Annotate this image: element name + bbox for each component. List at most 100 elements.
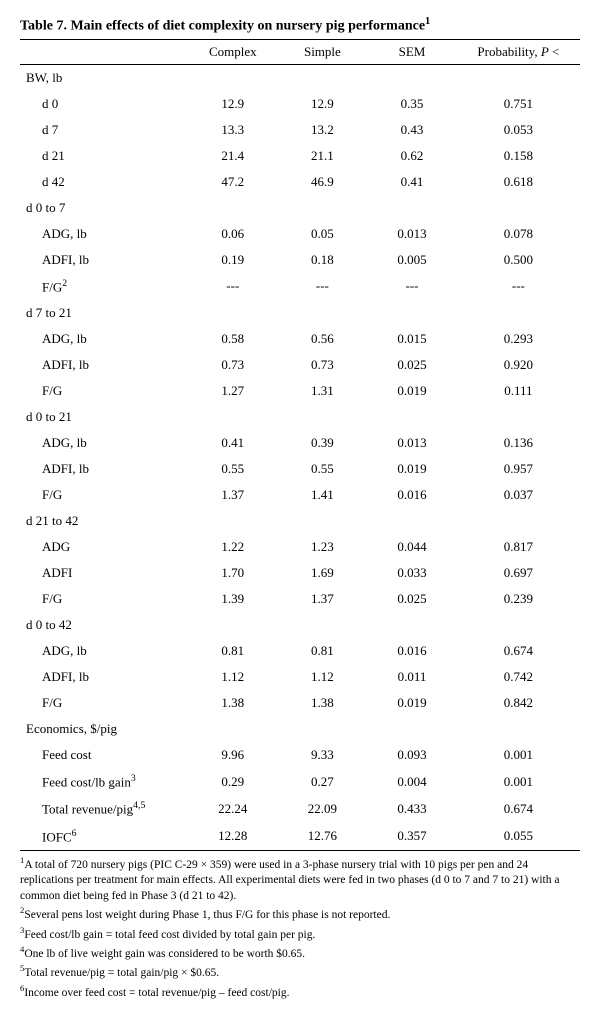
row-label: F/G — [20, 378, 188, 404]
footnote-sup: 6 — [20, 983, 24, 993]
footnote: 3Feed cost/lb gain = total feed cost div… — [20, 925, 580, 943]
data-cell: 0.81 — [278, 638, 368, 664]
table-row: F/G1.381.380.0190.842 — [20, 690, 580, 716]
table-row: d 2121.421.10.620.158 — [20, 143, 580, 169]
table-row: F/G2------------ — [20, 273, 580, 300]
data-cell: 0.81 — [188, 638, 278, 664]
empty-cell — [457, 716, 580, 742]
table-row: ADG, lb0.580.560.0150.293 — [20, 326, 580, 352]
table-title: Table 7. Main effects of diet complexity… — [20, 16, 580, 39]
data-cell: 0.001 — [457, 768, 580, 795]
col-header-complex: Complex — [188, 39, 278, 64]
data-cell: 0.013 — [367, 430, 457, 456]
table-row: d 4247.246.90.410.618 — [20, 169, 580, 195]
section-label: d 0 to 42 — [20, 612, 188, 638]
data-cell: 0.044 — [367, 534, 457, 560]
data-cell: 0.39 — [278, 430, 368, 456]
section-label: d 7 to 21 — [20, 300, 188, 326]
empty-cell — [457, 64, 580, 91]
empty-cell — [367, 404, 457, 430]
row-label: d 7 — [20, 117, 188, 143]
empty-cell — [367, 195, 457, 221]
data-cell: 0.674 — [457, 638, 580, 664]
table-row: ADG1.221.230.0440.817 — [20, 534, 580, 560]
data-cell: 0.016 — [367, 482, 457, 508]
empty-cell — [457, 508, 580, 534]
row-label: ADG — [20, 534, 188, 560]
section-header-row: d 0 to 42 — [20, 612, 580, 638]
section-label: d 21 to 42 — [20, 508, 188, 534]
data-cell: 0.033 — [367, 560, 457, 586]
empty-cell — [367, 508, 457, 534]
table-row: d 713.313.20.430.053 — [20, 117, 580, 143]
row-label: ADG, lb — [20, 326, 188, 352]
data-cell: 22.24 — [188, 795, 278, 822]
data-cell: 0.73 — [278, 352, 368, 378]
data-cell: 0.58 — [188, 326, 278, 352]
data-cell: 0.433 — [367, 795, 457, 822]
data-cell: 1.31 — [278, 378, 368, 404]
data-cell: 0.06 — [188, 221, 278, 247]
section-label: d 0 to 21 — [20, 404, 188, 430]
data-cell: --- — [457, 273, 580, 300]
data-cell: 0.920 — [457, 352, 580, 378]
table-row: F/G1.271.310.0190.111 — [20, 378, 580, 404]
row-label: F/G2 — [20, 273, 188, 300]
empty-cell — [278, 300, 368, 326]
data-cell: 0.293 — [457, 326, 580, 352]
footnote-sup: 1 — [20, 855, 24, 865]
data-cell: 13.3 — [188, 117, 278, 143]
data-cell: 1.69 — [278, 560, 368, 586]
data-cell: 12.76 — [278, 823, 368, 851]
row-label: d 0 — [20, 91, 188, 117]
empty-cell — [457, 404, 580, 430]
title-text: Table 7. Main effects of diet complexity… — [20, 19, 425, 34]
table-row: d 012.912.90.350.751 — [20, 91, 580, 117]
data-cell: 0.55 — [278, 456, 368, 482]
row-label-sup: 4,5 — [133, 800, 145, 811]
data-cell: 1.39 — [188, 586, 278, 612]
data-cell: 1.41 — [278, 482, 368, 508]
section-header-row: Economics, $/pig — [20, 716, 580, 742]
data-cell: 0.751 — [457, 91, 580, 117]
data-cell: 0.29 — [188, 768, 278, 795]
row-label: F/G — [20, 586, 188, 612]
data-cell: 0.18 — [278, 247, 368, 273]
row-label-sup: 2 — [62, 278, 67, 289]
data-cell: 0.019 — [367, 690, 457, 716]
section-header-row: BW, lb — [20, 64, 580, 91]
empty-cell — [457, 195, 580, 221]
row-label-sup: 3 — [131, 773, 136, 784]
empty-cell — [188, 64, 278, 91]
row-label: Feed cost/lb gain3 — [20, 768, 188, 795]
data-cell: 0.111 — [457, 378, 580, 404]
data-cell: 0.05 — [278, 221, 368, 247]
data-cell: 0.56 — [278, 326, 368, 352]
data-cell: 0.27 — [278, 768, 368, 795]
table-row: ADFI, lb0.190.180.0050.500 — [20, 247, 580, 273]
data-cell: --- — [188, 273, 278, 300]
data-cell: 0.73 — [188, 352, 278, 378]
footnote-sup: 4 — [20, 944, 24, 954]
row-label: F/G — [20, 482, 188, 508]
row-label: Feed cost — [20, 742, 188, 768]
title-sup: 1 — [425, 16, 430, 27]
empty-cell — [367, 612, 457, 638]
data-cell: 0.357 — [367, 823, 457, 851]
data-cell: 0.41 — [188, 430, 278, 456]
empty-cell — [188, 300, 278, 326]
empty-cell — [278, 404, 368, 430]
data-cell: 1.12 — [278, 664, 368, 690]
data-cell: 0.053 — [457, 117, 580, 143]
row-label: ADFI, lb — [20, 352, 188, 378]
data-cell: 1.70 — [188, 560, 278, 586]
data-cell: 9.33 — [278, 742, 368, 768]
col-header-prob: Probability, P < — [457, 39, 580, 64]
table-row: ADFI, lb0.730.730.0250.920 — [20, 352, 580, 378]
data-cell: 47.2 — [188, 169, 278, 195]
footnote: 5Total revenue/pig = total gain/pig × $0… — [20, 963, 580, 981]
data-cell: 1.22 — [188, 534, 278, 560]
table-row: F/G1.371.410.0160.037 — [20, 482, 580, 508]
row-label: ADG, lb — [20, 221, 188, 247]
data-cell: 0.025 — [367, 586, 457, 612]
